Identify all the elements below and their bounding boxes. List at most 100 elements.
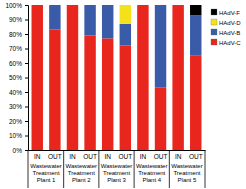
x-tick: OUT: [118, 150, 132, 160]
bar-segment: [155, 5, 166, 6]
legend-swatch: [211, 19, 217, 25]
bar-segment: [102, 5, 113, 6]
x-tick: IN: [175, 150, 182, 160]
x-tick: OUT: [83, 150, 97, 160]
y-tick: 40%: [9, 89, 28, 96]
x-axis-line: [29, 150, 206, 151]
legend-swatch: [211, 29, 217, 35]
group-separator: [28, 150, 29, 188]
y-tick-mark: [25, 20, 28, 21]
y-tick: 30%: [9, 103, 28, 110]
bar-segment: [190, 5, 201, 15]
bars: [32, 5, 202, 150]
y-tick-label: 100%: [5, 2, 22, 9]
x-tick: IN: [34, 150, 41, 160]
bar-segment: [120, 5, 131, 24]
x-tick-label: OUT: [118, 153, 132, 160]
group-label: WastewaterTreatmentPlant 2: [66, 163, 97, 183]
y-tick: 60%: [9, 60, 28, 67]
chart: 0%10%20%30%40%50%60%70%80%90%100%INOUTIN…: [0, 0, 246, 189]
bar-segment: [32, 5, 43, 6]
legend-swatch: [211, 9, 217, 15]
bar-segment: [137, 5, 148, 150]
y-tick-mark: [25, 63, 28, 64]
legend-label: HAdV-C: [219, 40, 241, 46]
bar-segment: [172, 5, 183, 6]
y-tick-mark: [25, 92, 28, 93]
y-tick-label: 50%: [9, 74, 22, 81]
bar-segment: [120, 24, 131, 46]
bar-segment: [102, 38, 113, 150]
bar-segment: [172, 5, 183, 6]
x-axis: IN OUT IN OUT IN OUT IN OUT IN OUT: [29, 150, 206, 160]
y-tick: 90%: [9, 16, 28, 23]
x-tick-label: OUT: [154, 153, 168, 160]
x-groups: WastewaterTreatmentPlant 1WastewaterTrea…: [28, 150, 205, 188]
y-tick-label: 90%: [9, 16, 22, 23]
y-tick-mark: [25, 107, 28, 108]
y-tick-label: 30%: [9, 103, 22, 110]
bar-segment: [120, 5, 131, 6]
legend-swatch: [211, 39, 217, 45]
bar-segment: [155, 5, 166, 6]
group-separator: [98, 150, 99, 188]
y-tick: 20%: [9, 118, 28, 125]
group-label: WastewaterTreatmentPlant 4: [136, 163, 167, 183]
x-tick-label: IN: [34, 153, 41, 160]
y-tick-label: 0%: [13, 147, 23, 154]
y-axis-line: [25, 6, 29, 151]
group-separator: [169, 150, 170, 188]
bar-segment: [102, 5, 113, 38]
x-tick: IN: [140, 150, 147, 160]
legend: HAdV-FHAdV-DHAdV-BHAdV-C: [211, 9, 241, 46]
bar-segment: [172, 5, 183, 6]
x-tick-label: OUT: [48, 153, 62, 160]
group-label: WastewaterTreatmentPlant 3: [101, 163, 132, 183]
group-label: WastewaterTreatmentPlant 5: [171, 163, 202, 183]
y-tick-label: 20%: [9, 118, 22, 125]
y-tick-mark: [25, 78, 28, 79]
y-tick-mark: [25, 5, 28, 6]
x-tick-label: OUT: [83, 153, 97, 160]
bar-segment: [137, 5, 148, 6]
x-tick: OUT: [154, 150, 168, 160]
bar-segment: [84, 5, 95, 6]
bar-segment: [172, 5, 183, 150]
x-tick-label: IN: [104, 153, 111, 160]
bar-segment: [190, 56, 201, 150]
bar-segment: [155, 5, 166, 88]
group-separator: [134, 150, 135, 188]
y-tick: 100%: [5, 2, 28, 9]
y-tick: 10%: [9, 132, 28, 139]
x-tick: OUT: [189, 150, 203, 160]
x-tick: IN: [104, 150, 111, 160]
y-tick: 0%: [13, 147, 28, 154]
bar-segment: [137, 5, 148, 6]
x-tick-label: IN: [175, 153, 182, 160]
legend-label: HAdV-D: [219, 20, 241, 26]
x-tick: IN: [69, 150, 76, 160]
y-tick: 80%: [9, 31, 28, 38]
bar-segment: [67, 5, 78, 150]
x-tick-label: IN: [69, 153, 76, 160]
y-tick-mark: [25, 150, 28, 151]
y-tick-label: 70%: [9, 45, 22, 52]
bar-segment: [49, 5, 60, 6]
y-tick-mark: [25, 121, 28, 122]
y-tick-label: 80%: [9, 31, 22, 38]
bar-segment: [102, 5, 113, 6]
legend-label: HAdV-F: [219, 10, 240, 16]
y-tick: 50%: [9, 74, 28, 81]
group-separator: [205, 150, 206, 188]
bar-segment: [67, 5, 78, 6]
y-axis: 0% 10% 20% 30% 40% 50% 60% 70% 80% 90% 100%: [5, 2, 28, 154]
y-tick: 70%: [9, 45, 28, 52]
bar-segment: [84, 5, 95, 35]
x-tick: OUT: [48, 150, 62, 160]
bar-segment: [49, 5, 60, 6]
bar-segment: [67, 5, 78, 6]
y-tick-label: 10%: [9, 132, 22, 139]
bar-segment: [84, 35, 95, 150]
bar-segment: [120, 46, 131, 150]
bar-segment: [32, 5, 43, 6]
